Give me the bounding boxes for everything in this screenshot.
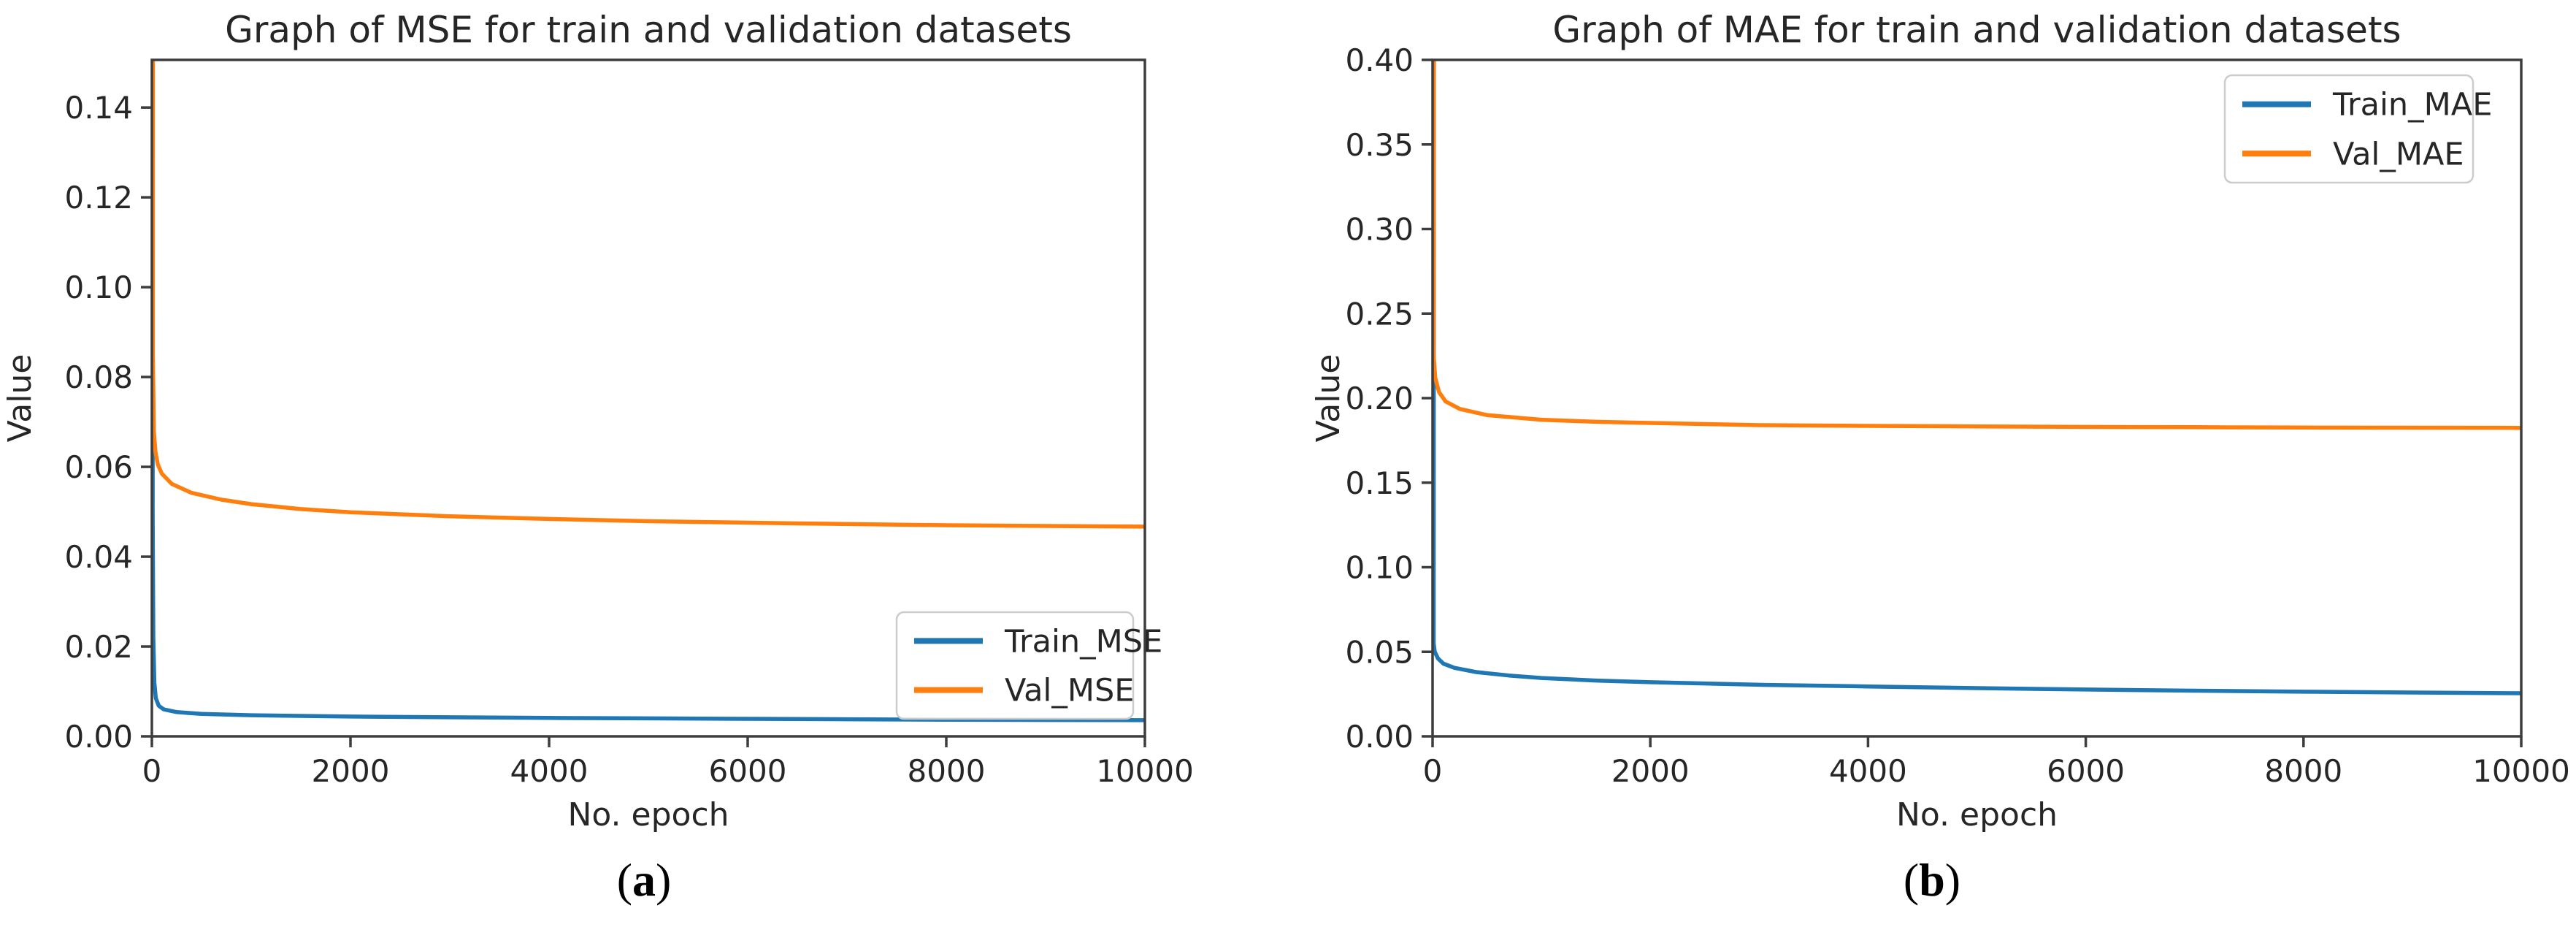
x-axis-label: No. epoch [567, 796, 729, 834]
x-tick-label: 8000 [2264, 753, 2342, 789]
legend-label-val_mse: Val_MSE [1005, 673, 1134, 709]
x-tick-label: 0 [142, 753, 162, 789]
mse-caption: (a) [0, 847, 1288, 946]
x-tick-label: 10000 [2472, 753, 2570, 789]
x-tick-label: 6000 [709, 753, 787, 789]
caption-b-letter: b [1919, 854, 1945, 906]
caption-a-prefix: ( [616, 854, 632, 906]
y-tick-label: 0.35 [1345, 127, 1414, 163]
y-axis-label: Value [1, 354, 39, 443]
y-tick-label: 0.06 [64, 449, 133, 485]
y-tick-label: 0.00 [1345, 719, 1414, 755]
caption-b-prefix: ( [1903, 854, 1920, 906]
legend-label-train_mae: Train_MAE [2332, 87, 2492, 123]
caption-a-suffix: ) [656, 854, 672, 906]
y-tick-label: 0.20 [1345, 381, 1414, 416]
chart-title: Graph of MSE for train and validation da… [225, 9, 1072, 51]
train_mae-line [1433, 60, 2521, 695]
mae-chart: 0 2000 4000 6000 8000 10000 0.00 0.05 0.10 0.15 0.… [1310, 9, 2570, 834]
x-tick-label: 8000 [908, 753, 986, 789]
mse-panel: 0 2000 4000 6000 8000 10000 0.00 0.02 0.04 0.06 0.… [0, 9, 1288, 946]
y-tick-label: 0.40 [1345, 42, 1414, 78]
x-tick-label: 2000 [312, 753, 390, 789]
x-tick-label: 4000 [510, 753, 589, 789]
x-tick-label: 10000 [1096, 753, 1194, 789]
chart-title: Graph of MAE for train and validation da… [1552, 9, 2401, 51]
y-tick-label: 0.02 [64, 629, 133, 665]
y-tick-label: 0.10 [1345, 550, 1414, 586]
y-tick-label: 0.00 [64, 719, 133, 755]
y-tick-label: 0.14 [64, 90, 133, 126]
y-tick-label: 0.25 [1345, 296, 1414, 332]
caption-a-letter: a [632, 854, 656, 906]
x-axis-label: No. epoch [1896, 796, 2058, 834]
legend-label-val_mae: Val_MAE [2333, 136, 2464, 172]
y-axis-label: Value [1310, 354, 1347, 443]
mae-panel: 0 2000 4000 6000 8000 10000 0.00 0.05 0.10 0.15 0.… [1288, 0, 2576, 946]
y-tick-label: 0.10 [64, 270, 133, 305]
x-tick-label: 2000 [1611, 753, 1690, 789]
x-tick-label: 4000 [1829, 753, 1907, 789]
series-lines [152, 60, 1145, 722]
y-tick-label: 0.12 [64, 180, 133, 215]
series-lines [1433, 60, 2521, 695]
axes: 0 2000 4000 6000 8000 10000 0.00 0.05 0.10 0.15 0.… [1345, 42, 2569, 789]
y-tick-label: 0.30 [1345, 212, 1414, 248]
val_mse-line [152, 60, 1145, 529]
val_mae-line [1433, 60, 2521, 430]
legend: Train_MSE Val_MSE [895, 611, 1162, 720]
y-tick-label: 0.08 [64, 359, 133, 395]
mse-chart: 0 2000 4000 6000 8000 10000 0.00 0.02 0.04 0.06 0.… [1, 9, 1194, 834]
caption-b-suffix: ) [1944, 854, 1961, 906]
y-tick-label: 0.05 [1345, 634, 1414, 670]
mae-caption: (b) [1288, 847, 2576, 946]
train_mse-line [152, 60, 1145, 722]
axes: 0 2000 4000 6000 8000 10000 0.00 0.02 0.04 0.06 0.… [64, 58, 1194, 789]
x-tick-label: 0 [1423, 753, 1443, 789]
x-tick-label: 6000 [2047, 753, 2125, 789]
y-tick-label: 0.15 [1345, 465, 1414, 501]
legend-label-train_mse: Train_MSE [1004, 623, 1162, 660]
legend: Train_MAE Val_MAE [2223, 74, 2492, 184]
y-tick-label: 0.04 [64, 539, 133, 575]
